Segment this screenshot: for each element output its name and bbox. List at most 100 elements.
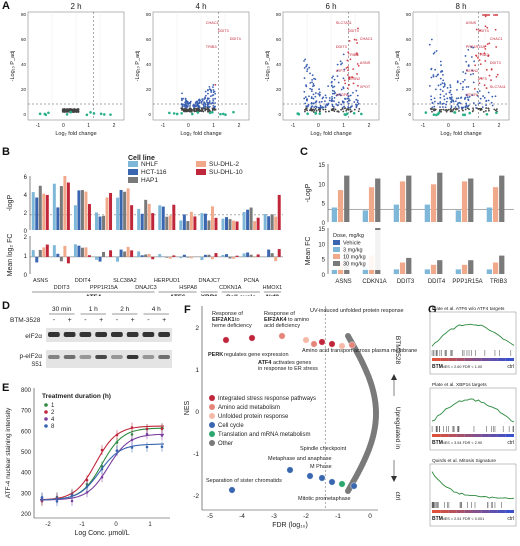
- volcano-point: [464, 108, 467, 111]
- bar: [151, 213, 155, 230]
- bar: [270, 214, 274, 230]
- volcano-point: [309, 81, 312, 84]
- volcano-point: [445, 93, 448, 95]
- bar: [172, 204, 176, 230]
- group-label: Cell cycle: [226, 294, 256, 296]
- rank-gradient: [489, 434, 498, 437]
- volcano-point: [185, 106, 188, 109]
- volcano-point: [355, 103, 357, 106]
- gene-label: DDIT4: [230, 37, 241, 41]
- volcano-point: [193, 109, 196, 112]
- legend-label: 1: [51, 403, 55, 409]
- gene-label: HSPA8: [179, 285, 197, 291]
- volcano-point: [318, 88, 320, 91]
- volcano-point: [477, 57, 479, 59]
- bar: [331, 269, 337, 274]
- volcano-point: [441, 82, 444, 85]
- y-tick: 1: [195, 367, 199, 374]
- data-point: [40, 496, 44, 499]
- volcano-point: [201, 99, 204, 102]
- volcano-point: [357, 110, 360, 113]
- legend-marker: [209, 422, 215, 428]
- pathway-point: [306, 472, 314, 480]
- volcano-point: [430, 98, 433, 101]
- volcano-point: [212, 89, 215, 91]
- rank-gradient: [464, 510, 473, 513]
- y-tick: 5: [322, 202, 326, 208]
- legend-title: Cell line: [128, 155, 155, 162]
- volcano-point: [330, 99, 333, 102]
- volcano-point: [191, 109, 194, 111]
- volcano-point: [196, 105, 198, 107]
- volcano-point: [493, 14, 495, 16]
- volcano-point: [450, 98, 453, 100]
- volcano-point-highlight: [69, 110, 72, 114]
- bar: [179, 256, 183, 259]
- rank-gradient: [456, 358, 465, 361]
- y-tick: 300: [21, 491, 32, 497]
- bar: [87, 204, 91, 230]
- x-tick: -1: [335, 513, 341, 520]
- volcano-point: [472, 109, 475, 111]
- pathway-point: [348, 341, 356, 349]
- bar: [461, 181, 468, 222]
- volcano-point: [204, 107, 207, 110]
- data-point: [160, 427, 164, 431]
- gene-label: DNAJC3: [135, 285, 156, 291]
- blot-band: [142, 332, 155, 337]
- volcano-point: [208, 105, 211, 108]
- volcano-point: [477, 108, 480, 110]
- y-tick: 0: [24, 273, 28, 279]
- volcano-point: [467, 64, 470, 67]
- rank-gradient: [440, 358, 449, 361]
- volcano-point: [444, 106, 447, 109]
- data-point: [130, 446, 134, 449]
- volcano-point: [450, 96, 453, 99]
- volcano-point-highlight: [434, 113, 438, 117]
- volcano-point: [347, 69, 349, 72]
- volcano-point: [319, 93, 321, 96]
- volcano-point: [439, 106, 441, 109]
- bar: [158, 254, 162, 257]
- bar: [116, 256, 120, 262]
- sign-label: +: [162, 317, 166, 324]
- volcano-point: [327, 102, 330, 105]
- data-point: [160, 434, 164, 437]
- data-point: [130, 433, 134, 436]
- bar: [249, 254, 253, 257]
- volcano-point: [204, 90, 207, 93]
- y-axis-label: -Log₁₀ P_adj: [10, 51, 16, 82]
- volcano-point: [482, 95, 484, 97]
- volcano-point: [61, 109, 64, 112]
- bar: [161, 206, 165, 230]
- rank-gradient: [432, 510, 441, 513]
- timepoint-label: 4 h: [152, 306, 161, 313]
- bar: [249, 207, 253, 230]
- volcano-point: [434, 68, 437, 71]
- volcano-point: [465, 93, 468, 96]
- blot-band: [63, 355, 76, 359]
- pathway-point: [222, 336, 230, 344]
- volcano-point: [306, 109, 309, 112]
- volcano-point: [356, 63, 359, 65]
- timepoint-label: 30 min: [52, 306, 72, 313]
- gene-label: SLC38A2: [113, 278, 137, 284]
- volcano-point: [208, 88, 211, 91]
- y-tick: 60: [276, 37, 282, 42]
- legend-swatch: [333, 240, 340, 245]
- volcano-point: [314, 78, 317, 81]
- volcano-point: [320, 100, 323, 103]
- legend-marker: [209, 395, 215, 401]
- volcano-point: [200, 101, 203, 104]
- volcano-point-highlight: [318, 112, 322, 115]
- bar: [235, 221, 239, 230]
- y-tick: -2: [193, 493, 199, 500]
- x-tick: 1: [87, 123, 90, 129]
- volcano-point: [487, 107, 490, 110]
- y-tick: 10: [318, 182, 325, 188]
- bar: [193, 216, 197, 230]
- volcano-point: [471, 94, 474, 97]
- gene-label: SESN2: [348, 77, 360, 81]
- bar: [246, 252, 250, 257]
- volcano-point: [202, 104, 205, 107]
